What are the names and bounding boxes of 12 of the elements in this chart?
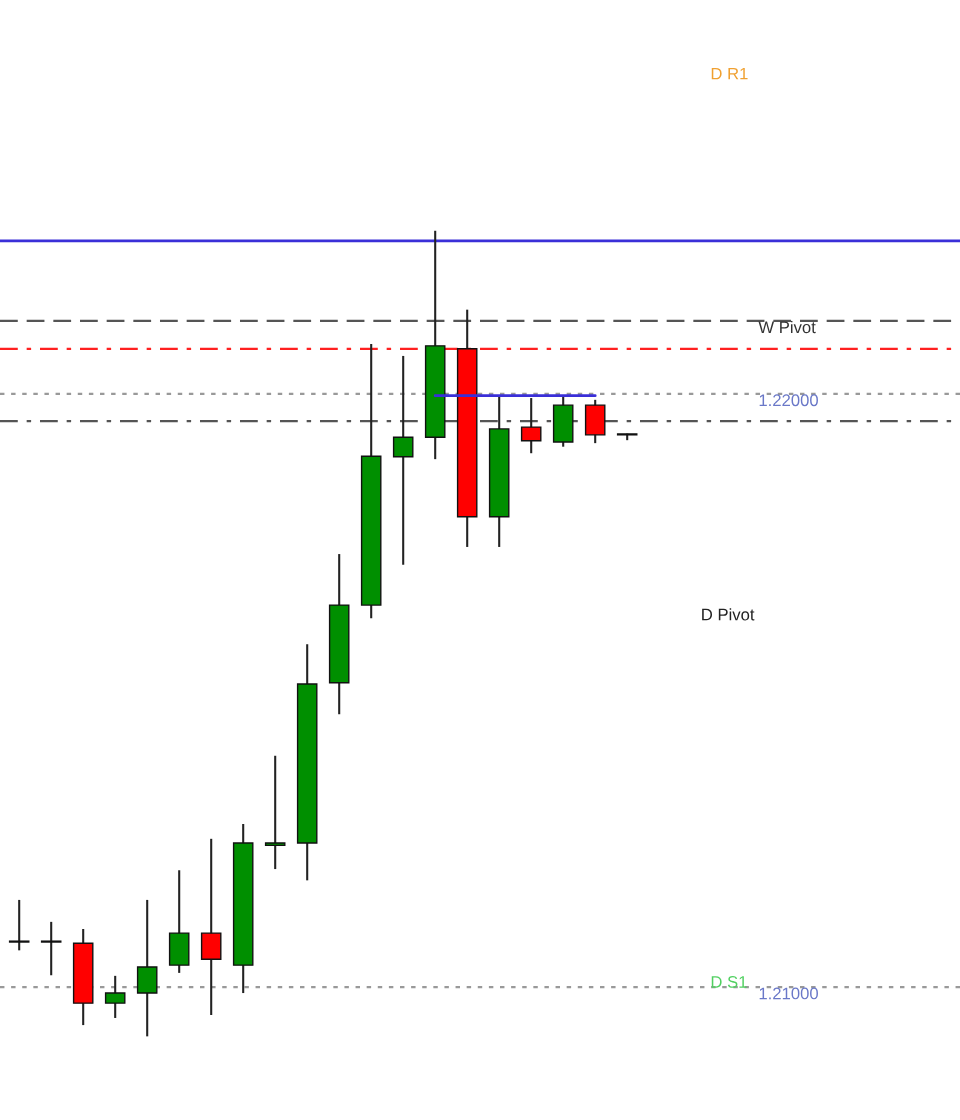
candlestick — [520, 397, 542, 455]
text: D S1 — [711, 976, 747, 988]
candlestick — [392, 354, 414, 566]
candlestick — [264, 754, 286, 871]
text: D R1 — [711, 67, 748, 80]
ref-line-label: W Pivot — [758, 320, 816, 334]
candlestick — [8, 898, 30, 952]
text: D Pivot — [702, 608, 755, 621]
candlestick — [104, 974, 126, 1020]
ref-line-label: 1.21000 — [759, 987, 818, 1000]
ref-line-label: 1.22000 — [759, 394, 818, 407]
candlestick — [40, 920, 62, 977]
